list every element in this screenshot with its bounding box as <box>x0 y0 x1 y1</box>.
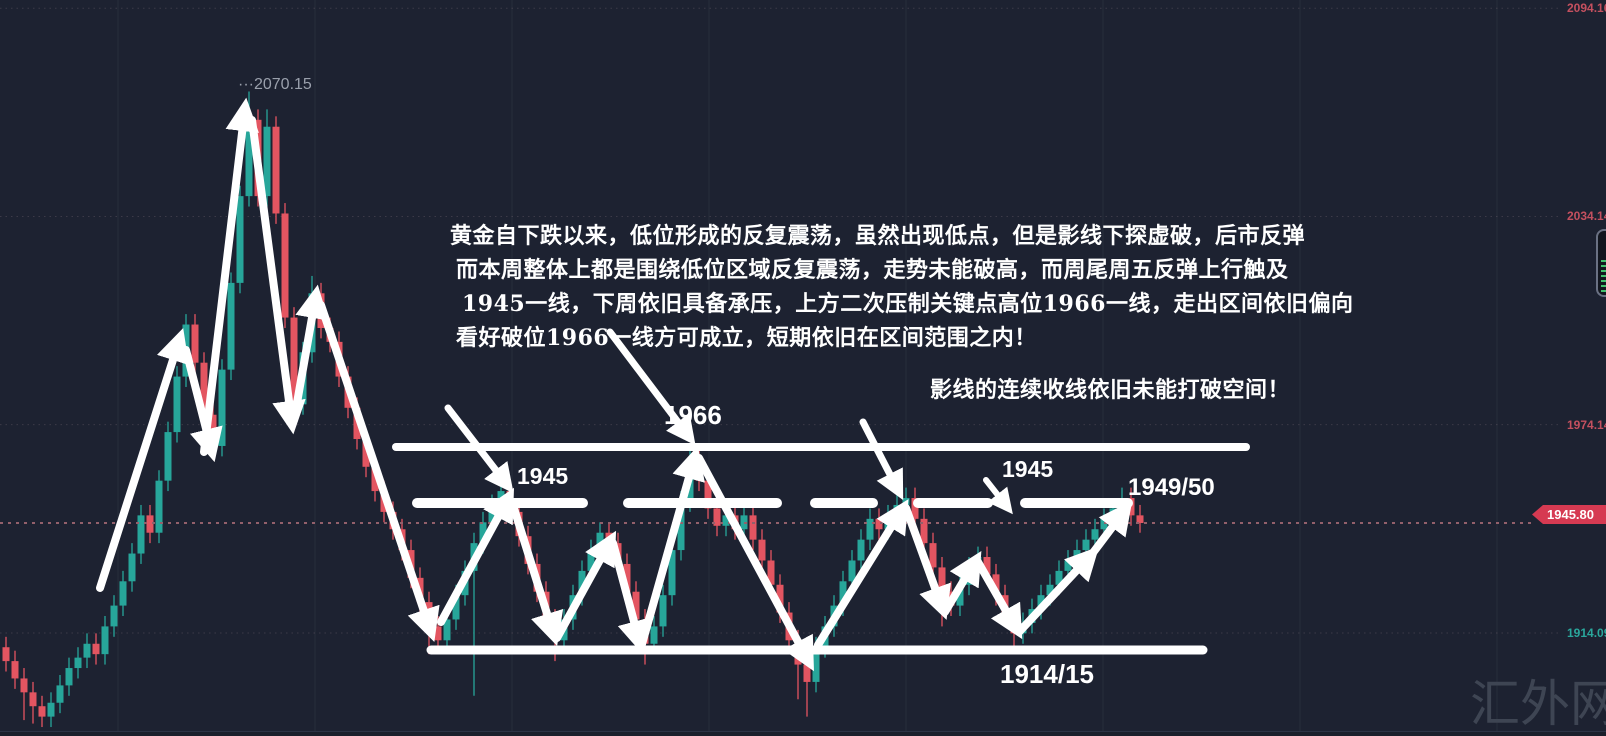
drawing-layer <box>96 97 1250 672</box>
price-axis-label: 2094.16 <box>1567 1 1606 16</box>
price-axis-label: 1974.14 <box>1567 417 1606 432</box>
resistance-level-label: 1966 <box>664 400 722 430</box>
time-axis-strip <box>0 731 1606 736</box>
analysis-text-line-3: 1945一线，下周依旧具备承压，上方二次压制关键点高位1966一线，走出区间依旧… <box>462 291 1354 317</box>
candles-layer <box>2 91 1144 728</box>
breakout-level-label: 1949/50 <box>1128 474 1215 501</box>
scroll-widget-stripes <box>1601 260 1606 292</box>
analysis-text-line-4: 看好破位1966一线方可成立，短期依旧在区间范围之内！ <box>456 325 1037 351</box>
support-level-label: 1914/15 <box>1000 659 1094 689</box>
range-mid-label-left: 1945 <box>517 463 569 489</box>
peak-price-label: ···2070.15 <box>238 76 312 93</box>
price-axis-label: 2034.14 <box>1567 209 1606 224</box>
analysis-text-line-2: 而本周整体上都是围绕低位区域反复震荡，走势未能破高，而周尾周五反弹上行触及 <box>456 257 1289 283</box>
analysis-text-line-5: 影线的连续收线依旧未能打破空间！ <box>930 377 1291 403</box>
range-mid-label-right: 1945 <box>1002 456 1054 482</box>
watermark: 汇外网 <box>1470 675 1606 733</box>
analysis-text-line-1: 黄金自下跌以来，低位形成的反复震荡，虽然出现低点，但是影线下探虚破，后市反弹 <box>450 223 1306 249</box>
scroll-widget[interactable] <box>1596 229 1606 297</box>
price-axis-label: 1914.09 <box>1567 626 1606 641</box>
current-price-badge: 1945.80 <box>1532 505 1606 524</box>
level-lines <box>0 7 1560 634</box>
grid-layer <box>117 0 1498 731</box>
